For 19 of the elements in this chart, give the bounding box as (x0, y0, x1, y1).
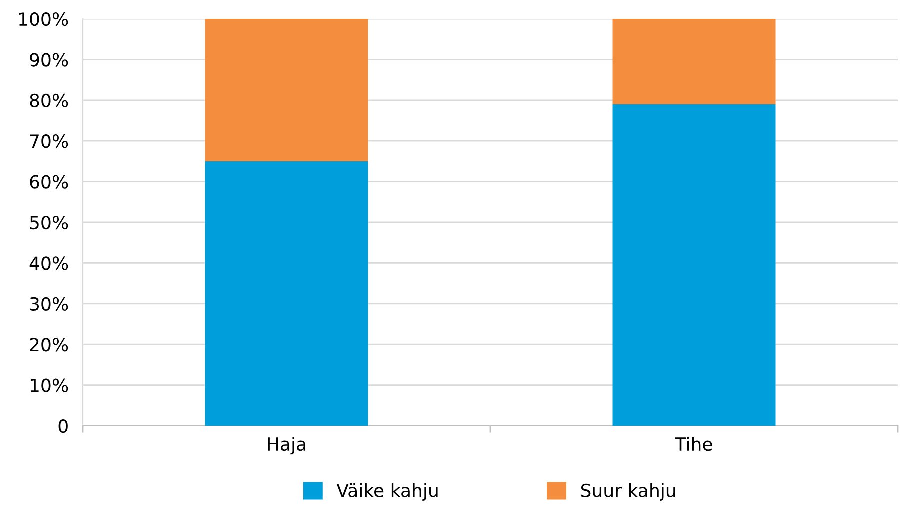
y-tick-label: 10% (30, 378, 68, 392)
y-tick-label: 20% (30, 338, 68, 352)
y-tick-label: 30% (30, 297, 68, 312)
y-tick-label: 40% (30, 256, 68, 270)
y-tick-label: 50% (30, 216, 68, 230)
y-tick-label: 90% (30, 53, 68, 67)
y-tick-label: 80% (30, 94, 68, 108)
x-tick-label: Haja (268, 437, 306, 455)
bar (205, 161, 368, 426)
legend-label: Suur kahju (581, 483, 676, 501)
y-tick-label: 0 (58, 419, 68, 434)
y-tick-label: 60% (30, 175, 68, 189)
y-tick-label: 100% (19, 12, 68, 26)
y-tick-label: 70% (30, 134, 68, 148)
bar (205, 19, 368, 162)
legend-label: Väike kahju (336, 483, 438, 501)
bar (612, 19, 776, 104)
bar (612, 104, 776, 426)
x-tick-label: Tihe (675, 437, 712, 452)
